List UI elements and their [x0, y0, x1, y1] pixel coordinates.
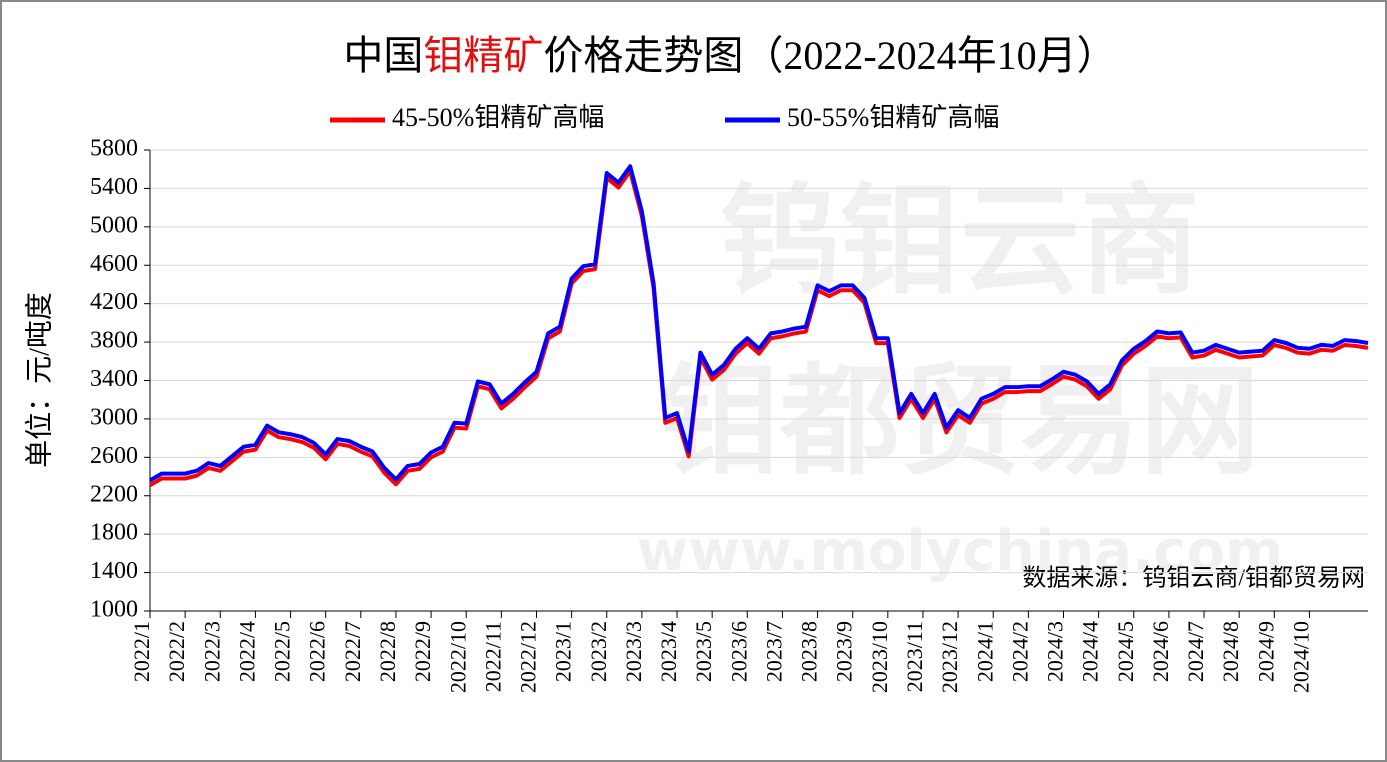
y-tick-label: 4200	[90, 289, 138, 315]
title-part: 中国	[343, 33, 423, 78]
x-tick-label: 2024/4	[1078, 621, 1103, 682]
x-tick-label: 2022/9	[410, 621, 435, 682]
x-tick-label: 2023/11	[902, 621, 927, 692]
x-tick-label: 2024/7	[1183, 621, 1208, 682]
x-tick-label: 2024/10	[1288, 621, 1313, 693]
watermark: 钨钼云商	[720, 173, 1200, 312]
x-tick-label: 2022/1	[129, 621, 154, 682]
x-tick-label: 2023/12	[937, 621, 962, 693]
x-tick-label: 2024/5	[1113, 621, 1138, 682]
x-tick-label: 2022/7	[340, 621, 365, 682]
x-tick-label: 2024/2	[1007, 621, 1032, 682]
y-tick-label: 2600	[90, 443, 138, 469]
watermark: 钼都贸易网	[660, 353, 1260, 492]
x-tick-label: 2023/8	[797, 621, 822, 682]
y-axis-label: 单位：元/吨度	[23, 292, 55, 468]
x-tick-label: 2022/3	[199, 621, 224, 682]
x-tick-label: 2022/10	[445, 621, 470, 693]
title-part: 价格走势图（2022-2024年10月）	[543, 33, 1116, 78]
x-tick-label: 2023/1	[551, 621, 576, 682]
x-tick-label: 2023/9	[832, 621, 857, 682]
x-tick-label: 2024/6	[1148, 621, 1173, 682]
x-tick-label: 2022/2	[164, 621, 189, 682]
x-tick-label: 2023/7	[761, 621, 786, 682]
chart-title: 中国钼精矿价格走势图（2022-2024年10月）	[343, 33, 1116, 78]
y-tick-label: 1800	[90, 520, 138, 546]
x-tick-label: 2024/1	[972, 621, 997, 682]
y-tick-label: 2200	[90, 481, 138, 507]
y-tick-label: 1400	[90, 558, 138, 584]
legend-label: 45-50%钼精矿高幅	[392, 103, 604, 132]
y-tick-label: 3800	[90, 328, 138, 354]
y-tick-label: 1000	[90, 597, 138, 623]
x-tick-label: 2022/8	[375, 621, 400, 682]
legend-label: 50-55%钼精矿高幅	[787, 103, 999, 132]
x-tick-label: 2024/3	[1043, 621, 1068, 682]
y-tick-label: 3400	[90, 366, 138, 392]
series-line	[149, 164, 1369, 483]
y-tick-label: 5000	[90, 212, 138, 238]
y-tick-label: 5400	[90, 174, 138, 200]
source-note: 数据来源：钨钼云商/钼都贸易网	[1022, 565, 1365, 592]
title-part: 钼精矿	[423, 33, 543, 78]
x-tick-label: 2023/6	[726, 621, 751, 682]
x-tick-label: 2023/5	[691, 621, 716, 682]
y-tick-label: 3000	[90, 404, 138, 430]
y-tick-label: 5800	[90, 136, 138, 162]
x-tick-label: 2022/12	[516, 621, 541, 693]
x-tick-label: 2023/3	[621, 621, 646, 682]
x-tick-label: 2024/8	[1218, 621, 1243, 682]
x-tick-label: 2023/10	[867, 621, 892, 693]
y-tick-label: 4600	[90, 251, 138, 277]
x-tick-label: 2023/4	[656, 621, 681, 682]
x-tick-label: 2023/2	[586, 621, 611, 682]
x-tick-label: 2022/11	[480, 621, 505, 692]
x-tick-label: 2022/5	[270, 621, 295, 682]
x-tick-label: 2022/4	[234, 621, 259, 682]
x-tick-label: 2024/9	[1253, 621, 1278, 682]
watermark: www.molychina.com	[637, 519, 1284, 584]
x-tick-label: 2022/6	[305, 621, 330, 682]
series-line	[149, 169, 1369, 487]
